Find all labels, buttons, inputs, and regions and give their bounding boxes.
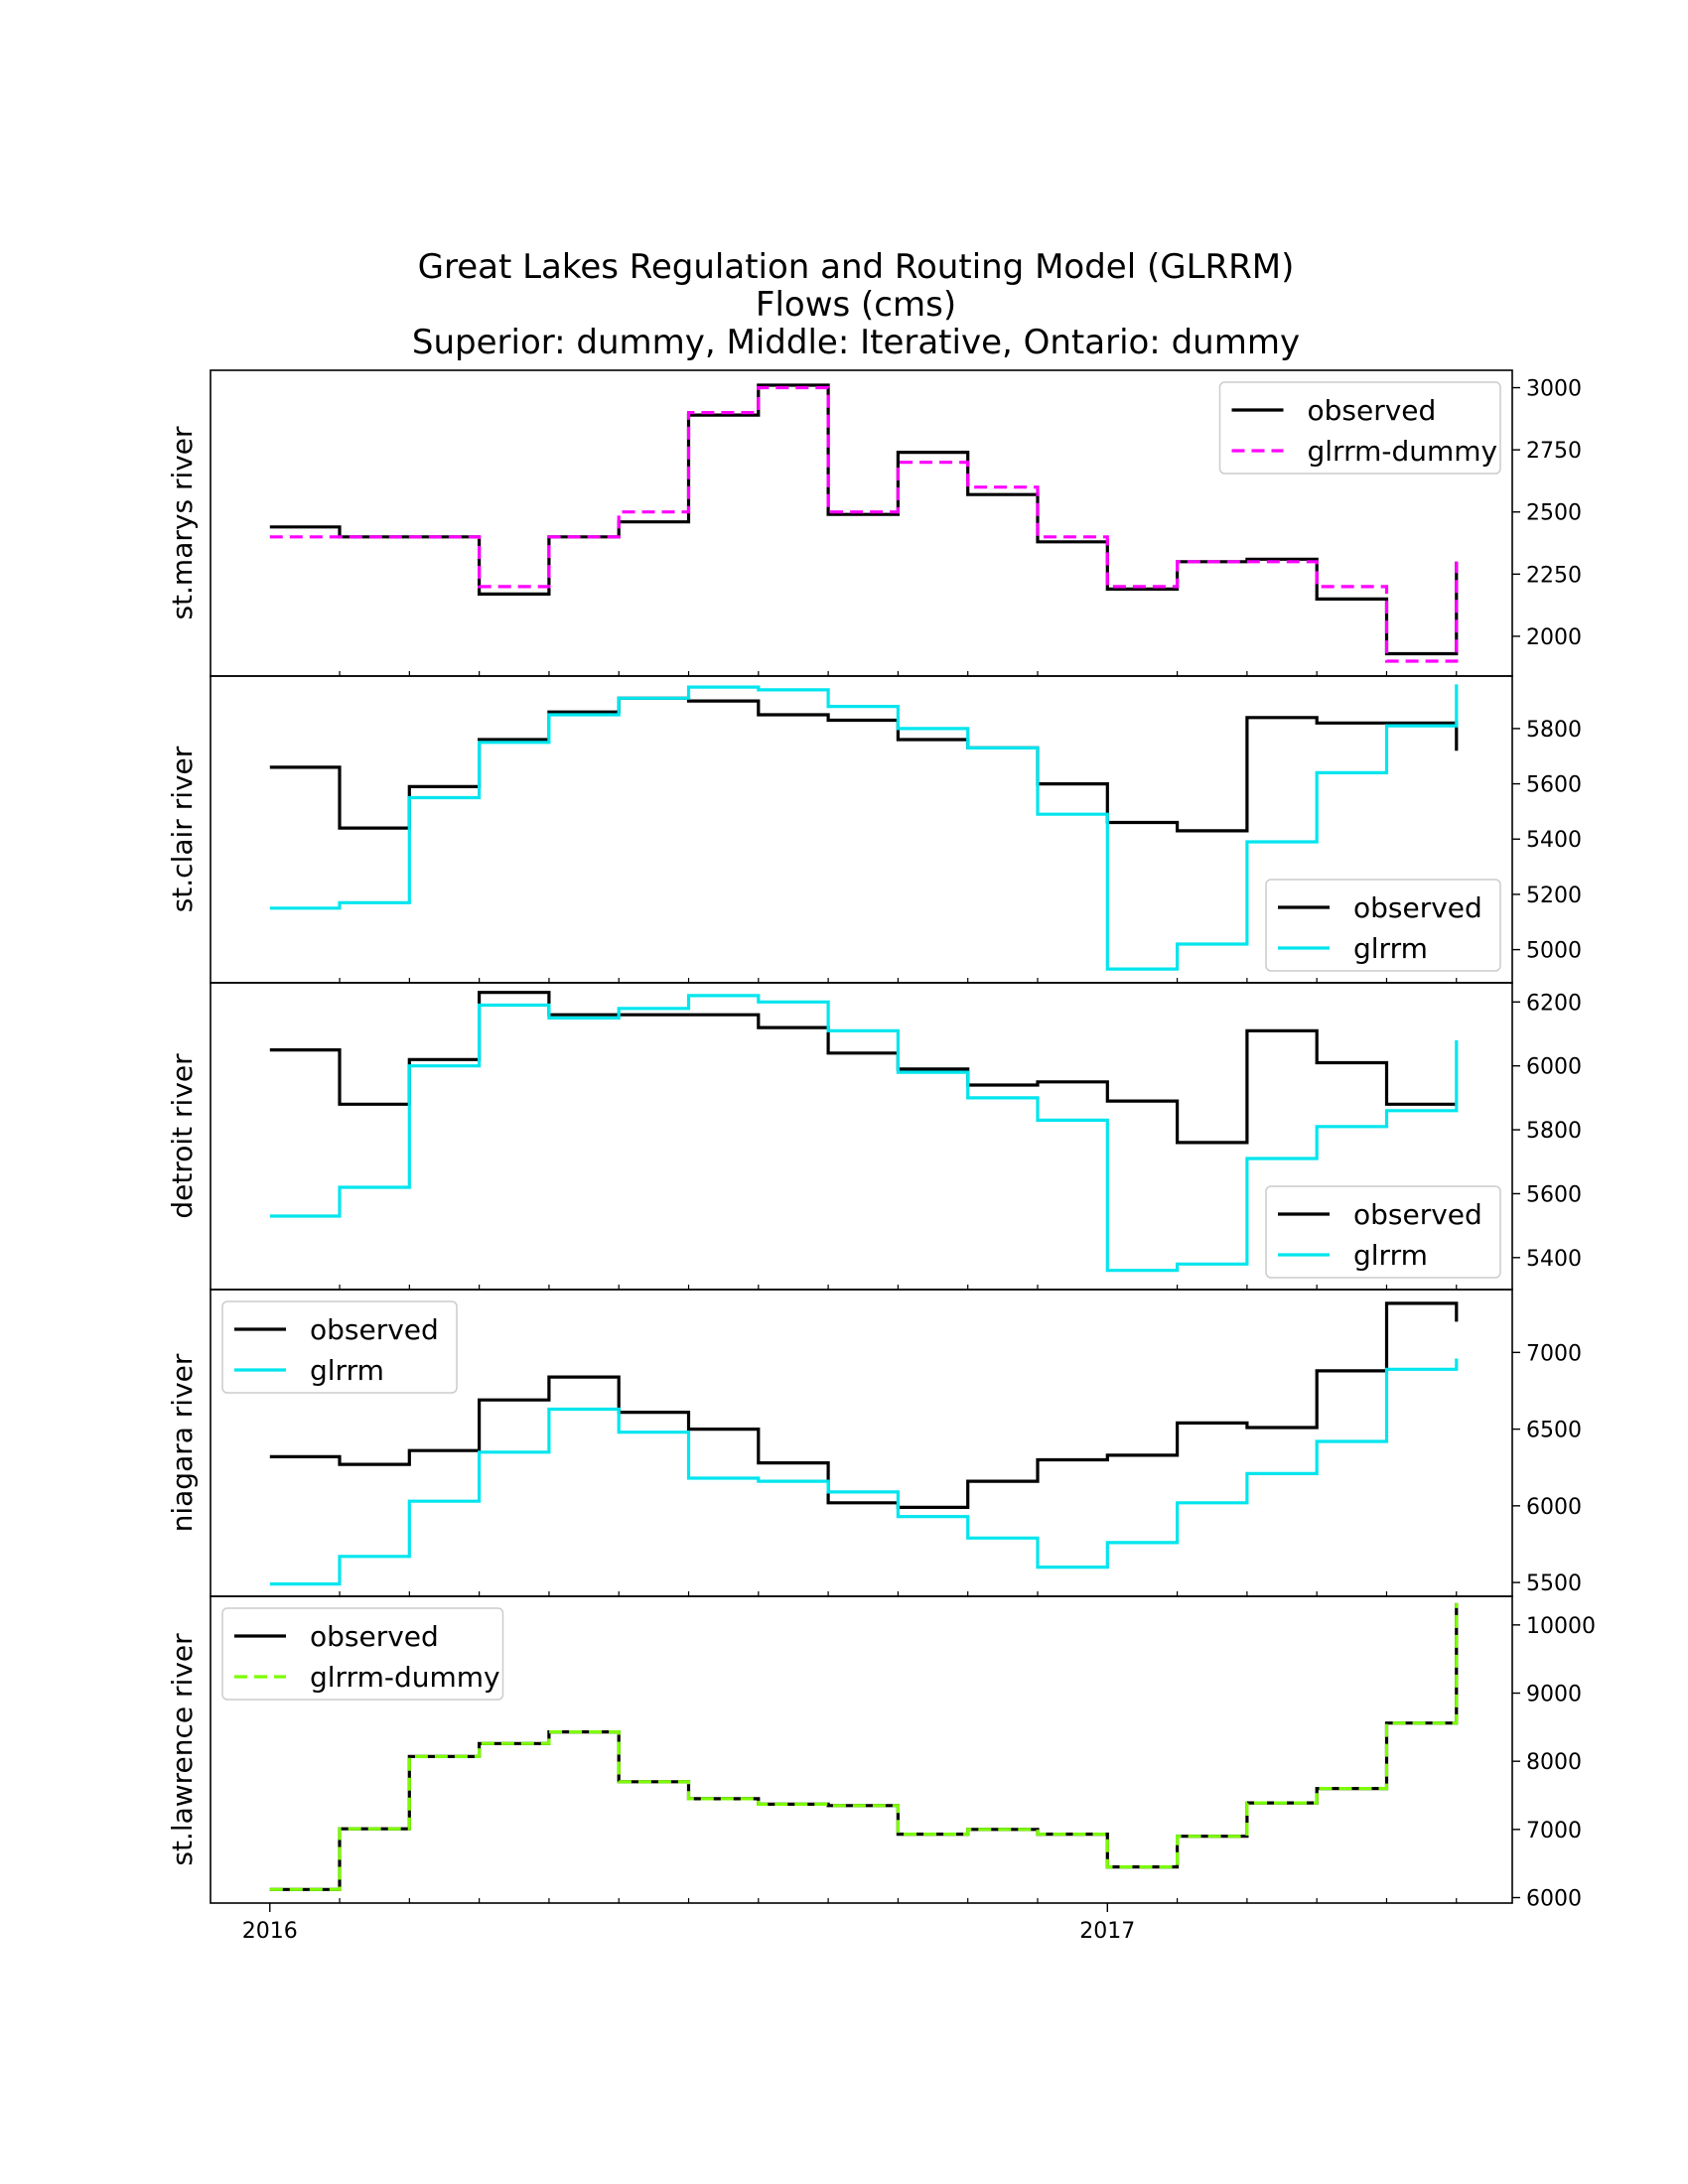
y-tick-label: 2250 [1526,563,1582,588]
panel-4: st.lawrence river 6000 7000 8000 9000 10000 ob… [166,1595,1596,1912]
y-tick-label: 6200 [1526,991,1582,1016]
x-tick-label: 2016 [242,1919,298,1944]
series-line-glrrm [269,994,1459,1273]
y-tick-label: 9000 [1526,1683,1582,1707]
legend-label: glrrm-dummy [310,1661,500,1694]
chart-title: Great Lakes Regulation and Routing Model… [412,247,1300,362]
y-tick-label: 5800 [1526,1119,1582,1144]
panel-2: detroit river 5400 5600 5800 6000 6200 observe… [166,982,1582,1291]
series-line-observed [269,991,1457,1145]
legend-label: observed [1353,891,1482,924]
y-tick-label: 6000 [1526,1055,1582,1080]
y-tick-label: 2000 [1526,625,1582,650]
y-tick-label: 5000 [1526,939,1582,964]
y-tick-label: 2500 [1526,501,1582,526]
legend: observed glrrm-dummy [1218,381,1501,475]
series-line-glrrm [269,1358,1459,1586]
y-tick-label: 5600 [1526,1182,1582,1207]
y-axis-label: niagara river [166,1353,199,1532]
legend-label: glrrm [1353,932,1428,965]
legend-label: glrrm-dummy [1308,435,1498,468]
y-tick-label: 10000 [1526,1614,1596,1639]
y-tick-label: 5600 [1526,773,1582,798]
chart-title-line-2: Flows (cms) [756,285,956,325]
y-tick-label: 5500 [1526,1571,1582,1596]
y-tick-label: 8000 [1526,1750,1582,1775]
series-line-glrrm [269,684,1459,971]
panels: st.marys river 2000 2250 2500 2750 3000 observ… [166,369,1596,1912]
chart-title-line-3: Superior: dummy, Middle: Iterative, Onta… [412,323,1300,362]
legend: observed glrrm-dummy [221,1607,504,1701]
legend-label: observed [310,1620,439,1653]
y-tick-label: 5200 [1526,884,1582,908]
panel-0: st.marys river 2000 2250 2500 2750 3000 observ… [166,369,1582,677]
y-tick-label: 5400 [1526,828,1582,853]
y-tick-label: 6000 [1526,1495,1582,1520]
y-tick-label: 6500 [1526,1419,1582,1443]
legend-label: glrrm [1353,1239,1428,1272]
legend-box [221,1607,504,1701]
y-tick-label: 2750 [1526,439,1582,464]
series-line-glrrm-dummy [269,1602,1459,1891]
series-line-observed [269,383,1459,656]
legend-label: glrrm [310,1354,384,1387]
series-line-observed [269,696,1459,833]
legend-label: observed [1353,1198,1482,1231]
y-tick-label: 5400 [1526,1247,1582,1272]
y-tick-label: 6000 [1526,1887,1582,1912]
y-axis-label: detroit river [166,1053,199,1219]
y-axis-label: st.clair river [166,746,199,912]
legend-box [1218,381,1501,475]
x-tick-label: 2017 [1079,1919,1135,1944]
panel-3: niagara river 5500 6000 6500 7000 observed glr… [166,1289,1582,1597]
y-axis-label: st.lawrence river [166,1633,199,1866]
y-tick-label: 7000 [1526,1819,1582,1843]
legend: observed glrrm [1265,879,1501,972]
legend-label: observed [310,1313,439,1346]
legend-label: observed [1308,394,1437,427]
panel-1: st.clair river 5000 5200 5400 5600 5800 observ… [166,675,1582,984]
y-tick-label: 5800 [1526,718,1582,743]
x-axis: 2016 2017 [242,1903,1135,1944]
chart-title-line-1: Great Lakes Regulation and Routing Model… [418,247,1295,287]
y-tick-label: 3000 [1526,377,1582,402]
panel-frame [210,1595,1513,1904]
y-tick-label: 7000 [1526,1341,1582,1366]
y-axis-label: st.marys river [166,426,199,620]
legend: observed glrrm [221,1300,458,1394]
legend: observed glrrm [1265,1185,1501,1279]
